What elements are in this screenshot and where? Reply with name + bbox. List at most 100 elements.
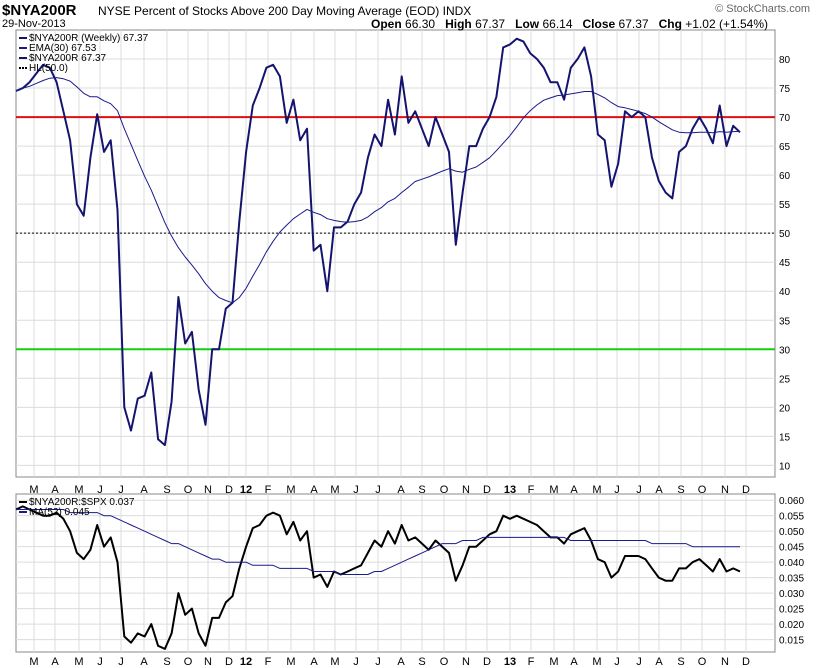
x-tick-label: M <box>74 656 83 668</box>
series-line-main <box>15 37 741 447</box>
y-tick-label: 35 <box>779 316 791 327</box>
y-tick-label: 25 <box>779 374 791 385</box>
x-tick-label: A <box>51 484 59 496</box>
x-tick-label: O <box>184 656 193 668</box>
x-tick-label: S <box>163 484 170 496</box>
y-tick-label: 40 <box>779 287 791 298</box>
x-tick-label: O <box>698 484 707 496</box>
x-tick-label: M <box>286 484 295 496</box>
x-tick-label: 13 <box>504 484 516 496</box>
chart-date: 29-Nov-2013 <box>2 18 66 30</box>
x-tick-label: A <box>397 656 405 668</box>
y-tick-label: 0.040 <box>779 558 804 569</box>
x-tick-label: S <box>677 656 684 668</box>
x-tick-label: S <box>418 656 425 668</box>
y-tick-label: 0.015 <box>779 636 804 647</box>
y-tick-label: 55 <box>779 200 791 211</box>
x-tick-label: A <box>397 484 405 496</box>
x-tick-label: J <box>118 484 124 496</box>
x-tick-label: O <box>184 484 193 496</box>
y-tick-label: 0.055 <box>779 512 804 523</box>
y-tick-label: 0.045 <box>779 543 804 554</box>
x-tick-label: A <box>140 656 148 668</box>
series-line-main <box>15 505 741 650</box>
x-tick-label: D <box>483 484 491 496</box>
x-tick-label: D <box>225 484 233 496</box>
x-tick-label: M <box>330 484 339 496</box>
x-tick-label: M <box>592 656 601 668</box>
x-tick-label: A <box>655 484 663 496</box>
chart-header: $NYA200R NYSE Percent of Stocks Above 20… <box>0 0 820 31</box>
x-tick-label: N <box>721 656 729 668</box>
y-tick-label: 0.030 <box>779 589 804 600</box>
x-tick-label: D <box>225 656 233 668</box>
y-tick-label: 20 <box>779 403 791 414</box>
x-tick-label: J <box>353 484 359 496</box>
y-tick-label: 0.035 <box>779 574 804 585</box>
x-tick-label: 13 <box>504 656 516 668</box>
x-tick-label: D <box>742 656 750 668</box>
indicator-name: NYSE Percent of Stocks Above 200 Day Mov… <box>98 4 472 18</box>
x-tick-label: A <box>570 656 578 668</box>
y-tick-label: 80 <box>779 55 791 66</box>
x-tick-label: M <box>29 484 38 496</box>
x-tick-label: F <box>528 656 535 668</box>
y-tick-label: 30 <box>779 345 791 356</box>
chart-panel-2: M A M J J A S O N D 12 F M A M J J A S O N D 13 F M A M J J A S O N D0.01… <box>15 493 804 668</box>
x-tick-label: F <box>528 484 535 496</box>
x-tick-label: A <box>310 484 318 496</box>
x-tick-label: J <box>636 656 642 668</box>
plot-frame <box>15 29 776 478</box>
x-tick-label: M <box>74 484 83 496</box>
x-tick-label: J <box>375 484 381 496</box>
x-tick-label: F <box>265 656 272 668</box>
x-tick-label: D <box>742 484 750 496</box>
legend-entry: $NYA200R 67.37 <box>29 53 107 64</box>
y-tick-label: 0.020 <box>779 620 804 631</box>
x-tick-label: N <box>204 484 212 496</box>
plot-frame <box>15 493 776 653</box>
y-tick-label: 45 <box>779 258 791 269</box>
x-tick-label: J <box>118 656 124 668</box>
x-tick-label: J <box>97 656 103 668</box>
x-tick-label: J <box>375 656 381 668</box>
y-tick-label: 70 <box>779 113 791 124</box>
x-tick-label: M <box>29 656 38 668</box>
y-tick-label: 65 <box>779 142 791 153</box>
x-tick-label: N <box>204 656 212 668</box>
x-tick-label: J <box>353 656 359 668</box>
legend-entry: MA(52) 0.045 <box>29 507 90 518</box>
x-tick-label: N <box>462 484 470 496</box>
x-tick-label: A <box>310 656 318 668</box>
x-tick-label: S <box>163 656 170 668</box>
x-tick-label: A <box>51 656 59 668</box>
x-tick-label: A <box>140 484 148 496</box>
x-tick-label: M <box>549 484 558 496</box>
y-tick-label: 15 <box>779 432 791 443</box>
series-line-average <box>16 509 740 575</box>
x-tick-label: S <box>418 484 425 496</box>
x-tick-label: F <box>265 484 272 496</box>
y-tick-label: 50 <box>779 229 791 240</box>
x-tick-label: O <box>440 656 449 668</box>
y-tick-label: 0.025 <box>779 605 804 616</box>
x-tick-label: O <box>698 656 707 668</box>
brand-label: © StockCharts.com <box>715 3 810 15</box>
legend-entry: $NYA200R:$SPX 0.037 <box>29 497 135 508</box>
x-tick-label: O <box>440 484 449 496</box>
x-tick-label: J <box>97 484 103 496</box>
legend-entry: HL(50.0) <box>29 63 68 74</box>
series-line-average <box>15 77 741 304</box>
x-tick-label: M <box>286 656 295 668</box>
x-tick-label: N <box>721 484 729 496</box>
x-tick-label: N <box>462 656 470 668</box>
x-tick-label: A <box>655 656 663 668</box>
y-tick-label: 75 <box>779 84 791 95</box>
x-tick-label: J <box>614 484 620 496</box>
y-tick-label: 60 <box>779 171 791 182</box>
x-tick-label: J <box>636 484 642 496</box>
x-tick-label: A <box>570 484 578 496</box>
x-tick-label: M <box>549 656 558 668</box>
x-tick-label: S <box>677 484 684 496</box>
